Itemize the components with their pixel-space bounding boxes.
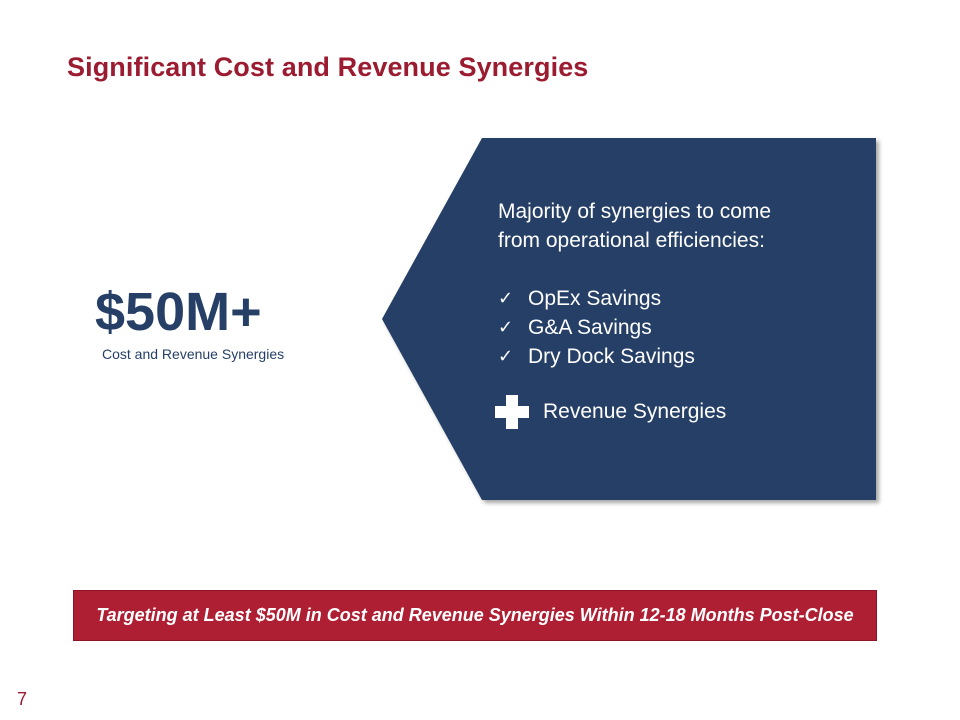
headline-value: $50M+: [95, 282, 262, 342]
slide-title: Significant Cost and Revenue Synergies: [67, 52, 589, 82]
checkmark-icon: ✓: [498, 317, 514, 337]
savings-list: ✓ OpEx Savings ✓ G&A Savings ✓ Dry Dock …: [498, 284, 858, 371]
list-item-label: OpEx Savings: [528, 287, 662, 310]
checkmark-icon: ✓: [498, 288, 514, 308]
target-banner-text: Targeting at Least $50M in Cost and Reve…: [96, 605, 854, 625]
list-item-label: G&A Savings: [528, 316, 652, 339]
revenue-synergies-row: Revenue Synergies: [494, 394, 726, 430]
list-item: ✓ Dry Dock Savings: [498, 342, 858, 371]
panel-lead-line-2: from operational efficiencies:: [498, 229, 765, 252]
checkmark-icon: ✓: [498, 346, 514, 366]
page-number: 7: [17, 689, 28, 709]
list-item: ✓ OpEx Savings: [498, 284, 858, 313]
headline-caption: Cost and Revenue Synergies: [102, 346, 285, 362]
panel-text: Majority of synergies to come from opera…: [498, 197, 858, 371]
plus-icon: [495, 395, 529, 429]
revenue-synergies-label: Revenue Synergies: [543, 400, 727, 423]
list-item-label: Dry Dock Savings: [528, 345, 695, 368]
list-item: ✓ G&A Savings: [498, 313, 858, 342]
panel-lead-line-1: Majority of synergies to come: [498, 200, 772, 223]
target-banner: Targeting at Least $50M in Cost and Reve…: [73, 590, 877, 641]
